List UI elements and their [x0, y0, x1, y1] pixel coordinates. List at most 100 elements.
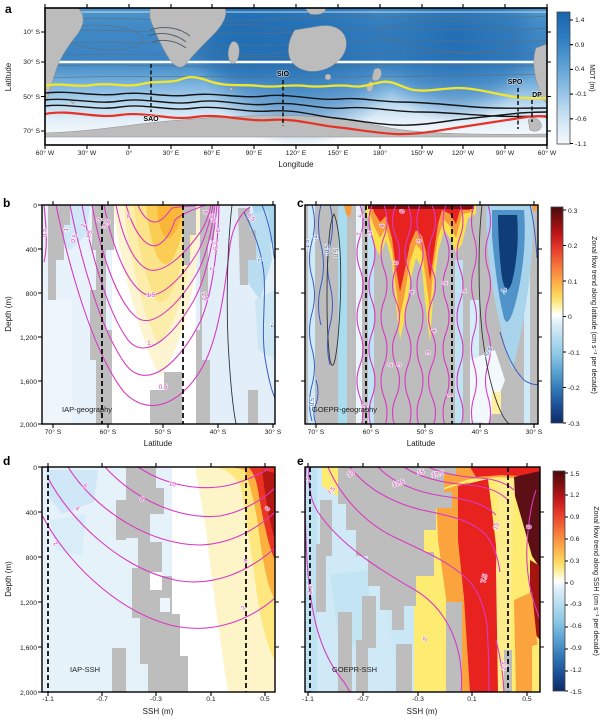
colorbar-latitude-gradient — [550, 206, 564, 424]
x-axis-title-b: Latitude — [144, 439, 173, 448]
colorbar-tick-label: -0.6 — [570, 623, 582, 630]
black-front-3 — [45, 104, 547, 126]
panel-c-ticks — [301, 201, 542, 428]
panel-e-masked-areas — [316, 467, 512, 692]
colorbar-ssh-gradient — [552, 470, 566, 692]
lon-tick-label: 60° W — [36, 149, 55, 157]
colorbar-ssh-ticks — [565, 472, 568, 692]
panel-c-frame — [304, 204, 539, 425]
colorbar-tick-label: 0.3 — [568, 208, 578, 215]
contour-label: 0.5 — [70, 233, 79, 244]
contour-label: 2 — [362, 404, 370, 410]
contour-label: 3 — [396, 362, 403, 367]
lon-tick-label: 30° W — [78, 149, 97, 157]
contour-label: 3 — [214, 228, 222, 233]
colorbar-tick-label: -0.1 — [575, 91, 587, 98]
panel-c: c — [297, 196, 597, 448]
panel-b-frame — [41, 204, 276, 425]
black-front-2 — [45, 98, 547, 118]
x-tick-label: 60° S — [363, 428, 380, 436]
lat-tick-label: 30° S — [23, 58, 40, 66]
x-tick-label: 70° S — [308, 428, 325, 436]
lon-tick-label: 30° E — [163, 149, 180, 157]
panel-e: e — [297, 454, 599, 716]
panel-d-x-labels: -1.1 -0.7 -0.3 0.1 0.5 — [42, 696, 270, 703]
contour-label: 1.5 — [147, 292, 156, 299]
colorbar-ssh-title: Zonal flow trend along SSH (cm s⁻¹ per d… — [592, 506, 599, 656]
contour-label: 3 — [425, 350, 433, 355]
colorbar-mdt: 1.4 0.9 0.4 -0.1 -0.6 -1.1 MDT (m) — [556, 11, 595, 148]
colorbar-tick-label: -0.3 — [568, 421, 580, 428]
colorbar-ssh-trend: 1.5 1.2 0.9 0.6 0.3 0 -0.3 -0.6 -0.9 -1.2 -1.5 Zon… — [552, 470, 599, 696]
colorbar-mdt-labels: 1.4 0.9 0.4 -0.1 -0.6 -1.1 — [575, 17, 587, 148]
panel-b-zero-contour — [226, 205, 237, 424]
contour-label: 10 — [492, 522, 501, 531]
panel-d-magenta-contours — [42, 467, 275, 629]
section-lines — [150, 64, 533, 129]
panel-b-magenta-contours — [43, 205, 251, 407]
contour-label: 1.5 — [200, 291, 209, 302]
lon-tick-label: 150° W — [411, 149, 434, 157]
mdt-isolines — [45, 15, 547, 79]
panel-letter-b: b — [3, 196, 10, 210]
contour-label: 3 — [416, 239, 423, 243]
lon-tick-label: 90° E — [246, 149, 263, 157]
panel-d-plot-area: 10 8 6 6 4 4 2 2 IAP-SSH — [42, 467, 275, 692]
colorbar-mdt-ticks — [570, 19, 573, 145]
contour-label: 4 — [73, 505, 81, 513]
kerguelen — [229, 87, 233, 91]
x-axis-title-e: SSH (m) — [407, 707, 438, 716]
x-tick-label: 70° S — [45, 428, 62, 436]
colorbar-latitude-ticks — [563, 209, 566, 424]
contour-label: -1 — [501, 288, 508, 294]
panel-c-cold-blob — [486, 205, 533, 370]
colorbar-tick-label: -0.3 — [570, 601, 582, 608]
contour-label: 1 — [447, 393, 454, 397]
colorbar-tick-label: -0.6 — [575, 116, 587, 123]
panel-c-dashed-lines — [365, 205, 453, 424]
panel-b-y-labels: 0 400 800 1,200 1,600 2,000 — [20, 203, 37, 429]
contour-label: 4 — [431, 328, 438, 333]
contour-label: 2 — [442, 281, 449, 285]
madagascar — [228, 41, 240, 64]
station-label: DP — [532, 92, 542, 99]
colorbar-tick-label: 0 — [570, 580, 574, 587]
y-tick-label: 800 — [26, 555, 38, 562]
contour-label: 15 — [417, 468, 426, 476]
panel-b-masked-areas — [48, 205, 258, 424]
contour-label: 4 — [242, 557, 250, 564]
x-tick-label: 0.5 — [522, 696, 532, 703]
panel-c-zero-contours — [326, 205, 511, 424]
station-labels: SAO SIO SPO DP — [143, 70, 543, 123]
contour-label: 4 — [125, 213, 132, 221]
x-axis-title-d: SSH (m) — [143, 707, 174, 716]
x-tick-label: 0.1 — [206, 696, 216, 703]
x-tick-label: -1.1 — [42, 696, 54, 703]
x-tick-label: -0.3 — [412, 696, 424, 703]
station-label: SPO — [508, 79, 523, 86]
colorbar-tick-label: 0.6 — [570, 536, 580, 543]
colorbar-tick-label: 0 — [568, 314, 572, 321]
contour-label: 4 — [379, 223, 386, 228]
panel-letter-d: d — [3, 454, 10, 468]
lon-tick-label: 180° — [373, 149, 387, 157]
panel-b-warm-field — [114, 205, 202, 376]
lon-tick-label: 120° E — [286, 149, 307, 157]
contour-label: 1 — [461, 289, 468, 293]
africa — [149, 8, 226, 68]
colorbar-tick-label: 1.5 — [570, 471, 580, 478]
panel-c-label: GOEPR-geography — [312, 405, 377, 414]
panel-e-label: GOEPR-SSH — [332, 665, 377, 674]
colorbar-latitude-title: Zonal flow trend along latitude (cm s⁻¹ … — [590, 236, 597, 394]
x-tick-label: 40° S — [472, 428, 489, 436]
contour-label: 6 — [81, 482, 89, 490]
continents — [45, 8, 547, 138]
contour-label: 0.5 — [333, 248, 340, 257]
panel-d-frame — [41, 466, 276, 693]
x-tick-label: 0.5 — [260, 696, 270, 703]
panel-letter-e: e — [297, 454, 304, 468]
y-tick-label: 1,600 — [20, 379, 37, 386]
contour-label: 5 — [422, 636, 429, 644]
panel-e-frame — [304, 466, 541, 693]
